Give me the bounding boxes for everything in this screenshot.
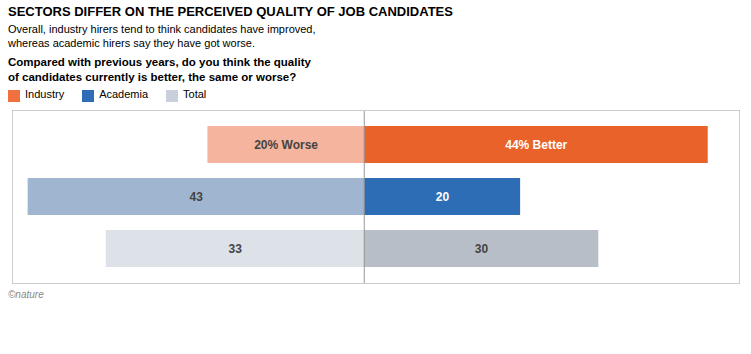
html-text:Industry: Industry bbox=[25, 88, 65, 101]
svg-text:33: 33 bbox=[229, 241, 243, 255]
html-text:Overall, industry hirers tend: Overall, industry hirers tend to think c… bbox=[8, 23, 316, 50]
svg-text:44% Better: 44% Better bbox=[505, 137, 567, 151]
html-text:©nature: ©nature bbox=[8, 288, 44, 300]
svg-text:20% Worse: 20% Worse bbox=[254, 137, 318, 151]
svg-text:43: 43 bbox=[190, 189, 204, 203]
html-text:Compared with previous years,: Compared with previous years, do you thi… bbox=[8, 55, 311, 83]
html-text:Academia: Academia bbox=[99, 88, 149, 101]
svg-text:20: 20 bbox=[436, 189, 450, 203]
html-text:Total: Total bbox=[183, 88, 207, 101]
svg-text:30: 30 bbox=[475, 241, 489, 255]
html-text:SECTORS DIFFER ON THE PERCEIVE: SECTORS DIFFER ON THE PERCEIVED QUALITY … bbox=[8, 4, 453, 19]
